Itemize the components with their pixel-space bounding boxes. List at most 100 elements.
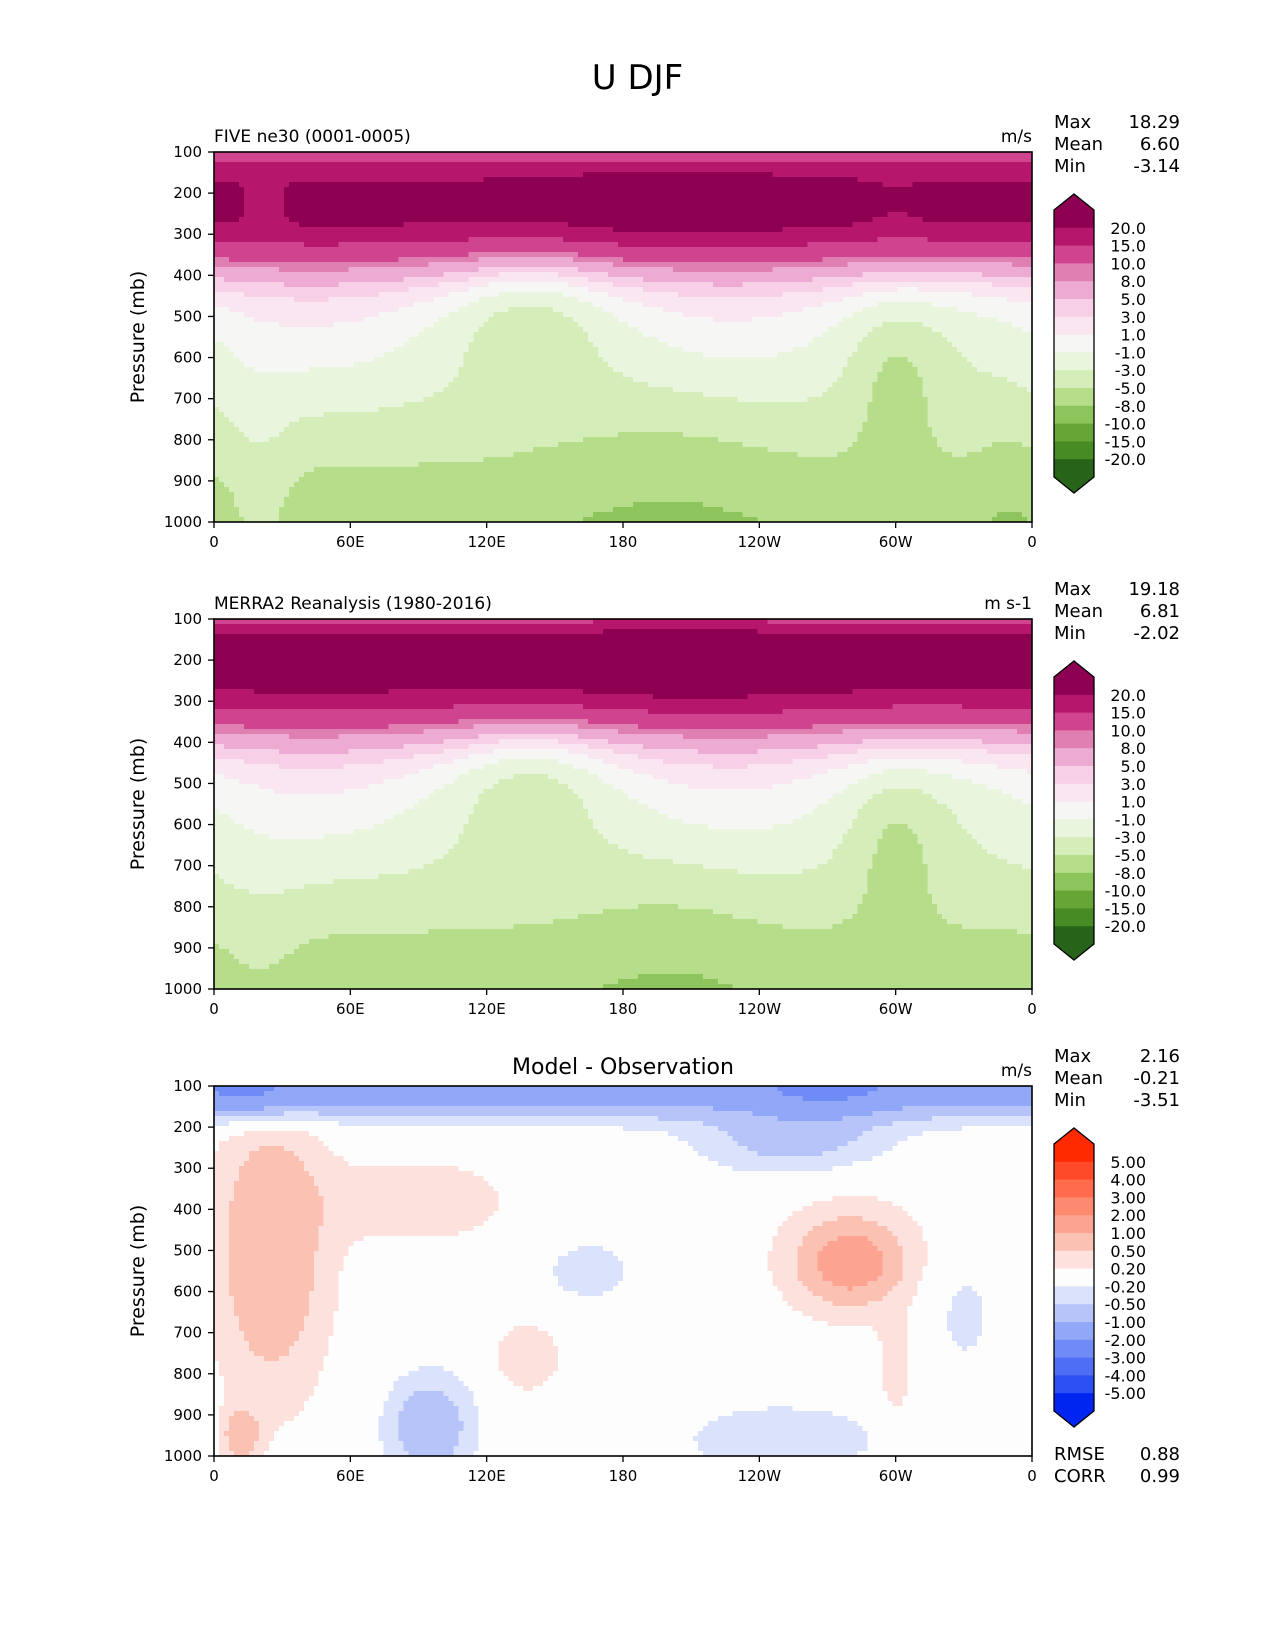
contour-band [982, 1306, 1033, 1312]
contour-band [293, 949, 1033, 955]
contour-band [837, 1216, 864, 1222]
colorbar-tick-label: -5.0 [1115, 379, 1146, 398]
contour-band [907, 1211, 1033, 1217]
contour-band [248, 1411, 300, 1417]
contour-band [378, 312, 450, 318]
contour-band [398, 1411, 460, 1417]
contour-band [214, 1216, 230, 1222]
contour-band [807, 1231, 893, 1237]
contour-band [997, 317, 1033, 323]
contour-band [433, 322, 484, 328]
contour-band [214, 979, 619, 985]
contour-band [782, 227, 1033, 233]
contour-band [618, 317, 714, 323]
contour-band [443, 387, 674, 393]
contour-band [757, 1151, 824, 1157]
contour-band [862, 307, 958, 313]
colorbar-swatch [1054, 730, 1094, 749]
contour-band [872, 1326, 908, 1332]
contour-band [937, 909, 1033, 915]
contour-band [214, 1296, 235, 1302]
contour-band [802, 1241, 829, 1247]
contour-band [767, 447, 849, 453]
contour-band [214, 162, 1033, 168]
contour-band [777, 1226, 814, 1232]
panel-title: MERRA2 Reanalysis (1980-2016) [214, 594, 492, 614]
contour-band [214, 1376, 225, 1382]
contour-band [313, 1261, 345, 1267]
contour-band [872, 864, 928, 870]
contour-band [877, 1086, 1033, 1092]
contour-band [214, 804, 415, 810]
contour-band [822, 332, 869, 338]
contour-band [233, 352, 385, 358]
contour-band [293, 1416, 380, 1422]
contour-band [842, 839, 878, 845]
contour-band [378, 407, 869, 413]
contour-band [214, 844, 455, 850]
contour-band [922, 392, 1033, 398]
contour-band [383, 819, 469, 825]
contour-band [393, 1386, 469, 1392]
contour-band [613, 282, 714, 288]
contour-band [228, 417, 300, 423]
contour-band [214, 1206, 230, 1212]
contour-band [453, 1401, 474, 1407]
contour-band [578, 724, 639, 730]
contour-band [872, 1241, 898, 1247]
x-tick-label: 120W [738, 1000, 782, 1018]
contour-band [283, 187, 1033, 193]
contour-band [772, 1246, 799, 1252]
contour-band [214, 854, 445, 860]
contour-band [857, 1451, 1033, 1457]
contour-band [298, 944, 1033, 950]
contour-band [747, 1146, 839, 1152]
contour-band [478, 799, 584, 805]
contour-band [882, 362, 913, 368]
contour-band [233, 1451, 250, 1457]
contour-band [343, 1256, 559, 1262]
contour-band [383, 1406, 405, 1412]
contour-band [214, 387, 445, 393]
contour-band [223, 277, 405, 283]
contour-band [218, 1416, 230, 1422]
contour-band [248, 964, 270, 970]
contour-band [233, 954, 285, 960]
y-tick-label: 700 [173, 857, 202, 875]
contour-band [278, 1426, 380, 1432]
colorbar-tick-label: -0.50 [1105, 1295, 1146, 1314]
contour-band [877, 1336, 908, 1342]
contour-band [802, 869, 869, 875]
contour-band [992, 442, 1023, 448]
colorbar-extend-max [1054, 1128, 1094, 1144]
contour-band [847, 784, 988, 790]
y-tick-label: 800 [173, 898, 202, 916]
contour-band [543, 1381, 883, 1387]
contour-band [458, 839, 609, 845]
stat-value: 6.60 [1140, 134, 1180, 155]
contour-band [737, 869, 804, 875]
contour-band [947, 1316, 983, 1322]
contour-band [862, 899, 933, 905]
contour-band [313, 1266, 345, 1272]
contour-band [907, 1331, 953, 1337]
contour-band [214, 392, 435, 398]
contour-band [877, 849, 923, 855]
contour-band [453, 1446, 479, 1452]
stat-label: Min [1054, 623, 1086, 644]
contour-band [214, 799, 420, 805]
contour-band [398, 1436, 460, 1442]
contour-band [977, 1291, 1033, 1297]
contour-band [214, 819, 235, 825]
contour-band [458, 1436, 479, 1442]
contour-band [498, 759, 559, 765]
contour-band [962, 352, 1033, 358]
contour-band [627, 849, 834, 855]
colorbar-swatch [1054, 712, 1094, 731]
contour-band [642, 332, 824, 338]
contour-band [278, 267, 350, 273]
contour-band [767, 1261, 799, 1267]
contour-band [767, 1251, 799, 1257]
contour-band [458, 367, 614, 373]
